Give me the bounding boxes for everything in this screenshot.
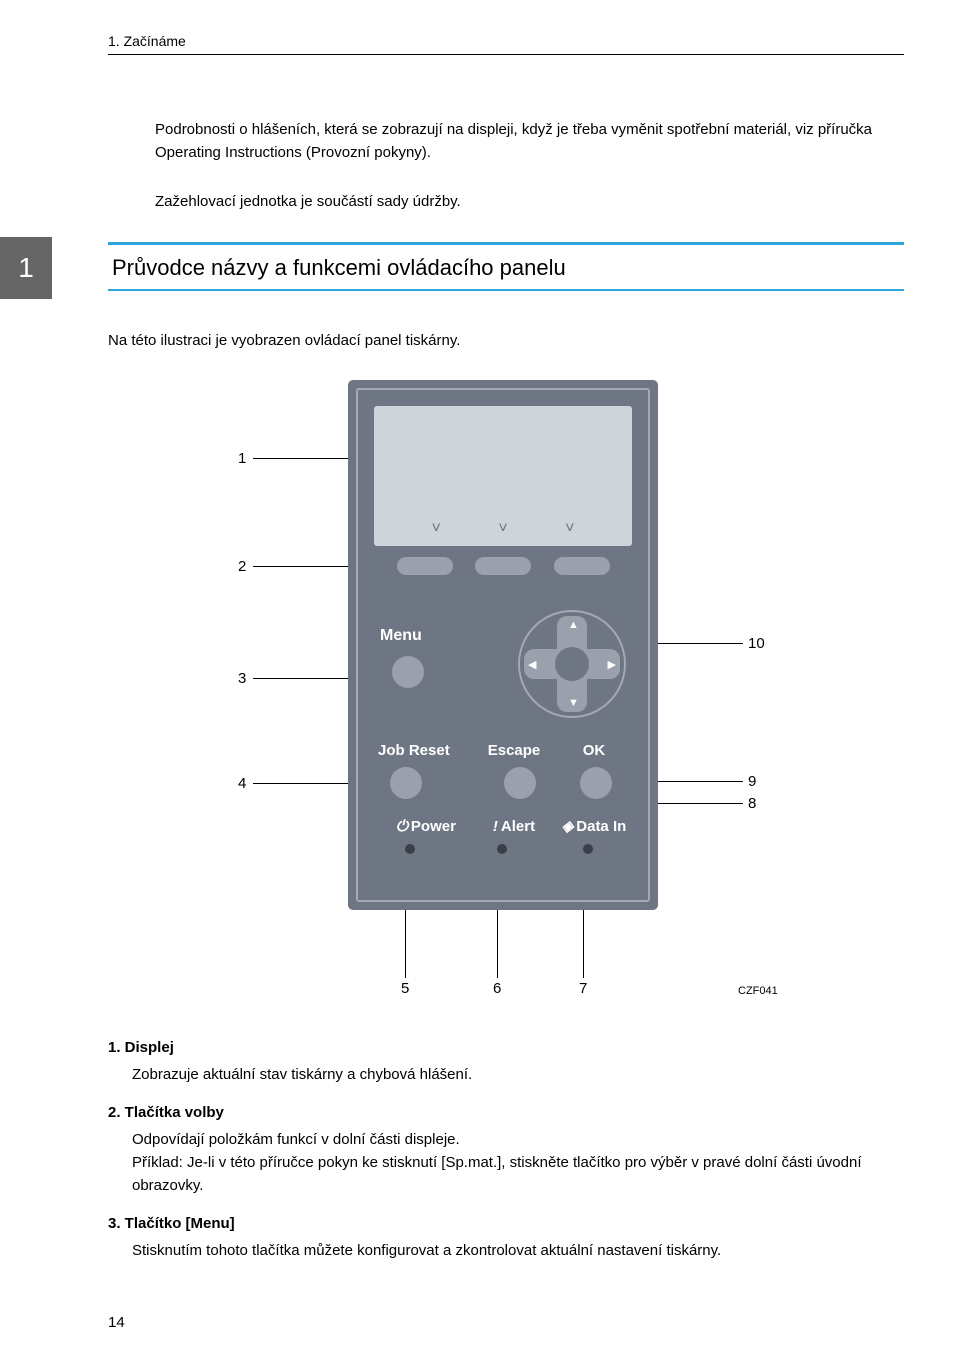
def-2-body-2: Příklad: Je-li v této příručce pokyn ke …	[108, 1151, 904, 1198]
intro-paragraph-1: Podrobnosti o hlášeních, která se zobraz…	[155, 118, 904, 165]
def-item-2: 2. Tlačítka volby Odpovídají položkám fu…	[108, 1101, 904, 1198]
power-icon	[396, 818, 408, 835]
ok-label: OK	[554, 742, 634, 759]
chapter-tab: 1	[0, 237, 52, 299]
callout-4: 4	[238, 775, 246, 792]
menu-button[interactable]	[392, 656, 424, 688]
chevron-icon: ˅	[431, 520, 440, 538]
dpad-center	[555, 647, 589, 681]
callout-8: 8	[748, 795, 756, 812]
ok-button[interactable]	[580, 767, 612, 799]
definitions-list: 1. Displej Zobrazuje aktuální stav tiská…	[108, 1036, 904, 1276]
power-led	[405, 844, 415, 854]
selection-button[interactable]	[554, 557, 610, 575]
lcd-display: ˅ ˅ ˅	[374, 406, 632, 546]
panel-diagram: 1 2 3 4 10 9 8 5 6 7 CZF041 ˅ ˅ ˅ Menu	[108, 380, 908, 1000]
lcd-chevrons: ˅ ˅ ˅	[374, 520, 632, 538]
data-in-label: Data In	[554, 817, 634, 835]
figure-id: CZF041	[738, 985, 778, 997]
data-led	[583, 844, 593, 854]
callout-10: 10	[748, 635, 765, 652]
section-title: Průvodce názvy a funkcemi ovládacího pan…	[108, 245, 904, 289]
callout-5: 5	[401, 980, 409, 997]
section-rule-bottom	[108, 289, 904, 292]
power-label: Power	[372, 817, 474, 835]
callout-7: 7	[579, 980, 587, 997]
def-2-head: 2. Tlačítka volby	[108, 1101, 904, 1124]
callout-3: 3	[238, 670, 246, 687]
dpad[interactable]: ▲ ▼ ◀ ▶	[518, 610, 626, 718]
alert-label: Alert	[474, 817, 554, 835]
def-1-head: 1. Displej	[108, 1036, 904, 1059]
escape-label: Escape	[474, 742, 554, 759]
def-3-body: Stisknutím tohoto tlačítka můžete konfig…	[108, 1239, 904, 1262]
data-in-icon	[562, 817, 574, 835]
menu-label: Menu	[380, 627, 422, 645]
status-row: Power Alert Data In	[372, 817, 634, 835]
arrow-right-icon: ▶	[608, 658, 616, 671]
control-panel: ˅ ˅ ˅ Menu ▲ ▼ ◀ ▶ Job Reset Escape OK	[348, 380, 658, 910]
intro-paragraph-2: Zažehlovací jednotka je součástí sady úd…	[155, 190, 904, 213]
alert-led	[497, 844, 507, 854]
page-number: 14	[108, 1314, 125, 1331]
button-row	[372, 767, 634, 799]
callout-6: 6	[493, 980, 501, 997]
callout-1: 1	[238, 450, 246, 467]
callout-9: 9	[748, 773, 756, 790]
chapter-header: 1. Začínáme	[108, 33, 186, 49]
selection-buttons	[374, 557, 632, 581]
def-1-body: Zobrazuje aktuální stav tiskárny a chybo…	[108, 1063, 904, 1086]
chevron-icon: ˅	[565, 520, 574, 538]
def-item-1: 1. Displej Zobrazuje aktuální stav tiská…	[108, 1036, 904, 1087]
job-reset-label: Job Reset	[372, 742, 474, 759]
section-heading: Průvodce názvy a funkcemi ovládacího pan…	[108, 242, 904, 291]
def-item-3: 3. Tlačítko [Menu] Stisknutím tohoto tla…	[108, 1212, 904, 1263]
header-rule	[108, 54, 904, 55]
alert-icon	[493, 818, 498, 835]
def-3-head: 3. Tlačítko [Menu]	[108, 1212, 904, 1235]
selection-button[interactable]	[397, 557, 453, 575]
job-reset-button[interactable]	[390, 767, 422, 799]
arrow-down-icon: ▼	[568, 697, 579, 709]
escape-button[interactable]	[504, 767, 536, 799]
chevron-icon: ˅	[498, 520, 507, 538]
figure-caption: Na této ilustraci je vyobrazen ovládací …	[108, 332, 460, 349]
selection-button[interactable]	[475, 557, 531, 575]
callout-2: 2	[238, 558, 246, 575]
def-2-body-1: Odpovídají položkám funkcí v dolní části…	[108, 1128, 904, 1151]
arrow-left-icon: ◀	[528, 658, 536, 671]
arrow-up-icon: ▲	[568, 619, 579, 631]
button-labels-row: Job Reset Escape OK	[372, 742, 634, 759]
